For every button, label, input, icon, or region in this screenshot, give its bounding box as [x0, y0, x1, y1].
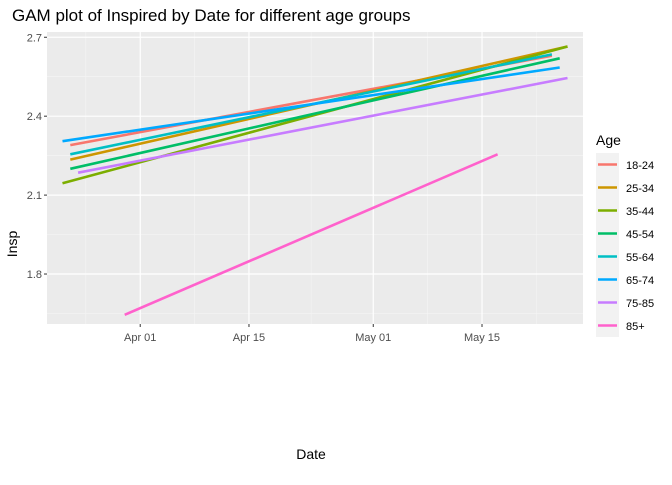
- legend-label-75-85: 75-85: [626, 298, 654, 310]
- y-tick-label: 1.8: [27, 269, 42, 281]
- series-line-65-74: [62, 66, 560, 143]
- series-lines: [62, 45, 568, 316]
- legend-items: 18-24 25-34 35-44 45-54 55-64 65-74 75-85 85+: [596, 153, 654, 337]
- plot-background: [47, 32, 583, 324]
- x-tick-label: May 01: [355, 332, 391, 344]
- legend-label-65-74: 65-74: [626, 275, 654, 287]
- legend-label-45-54: 45-54: [626, 229, 654, 241]
- series-line-85+: [124, 153, 499, 316]
- y-axis-label: Insp: [4, 231, 20, 258]
- series-line-45-54: [70, 57, 560, 171]
- legend-label-55-64: 55-64: [626, 252, 654, 264]
- y-tick-label: 2.1: [27, 190, 42, 202]
- legend: Age 18-24 25-34 35-44 45-54 55-64 65-74 75-85 8…: [596, 132, 654, 337]
- plot-panel: [47, 32, 583, 324]
- x-tick-label: Apr 01: [124, 332, 156, 344]
- y-tick-label: 2.4: [27, 111, 42, 123]
- legend-label-85+: 85+: [626, 321, 645, 333]
- legend-label-18-24: 18-24: [626, 160, 654, 172]
- legend-label-35-44: 35-44: [626, 206, 654, 218]
- axes: 1.8 2.1 2.4 2.7 Apr 01 Apr 15 May 01 May 15: [27, 32, 500, 344]
- chart-title: GAM plot of Inspired by Date for differe…: [12, 6, 410, 25]
- x-axis-label: Date: [296, 446, 326, 462]
- series-line-75-85: [77, 76, 568, 174]
- x-tick-label: May 15: [464, 332, 500, 344]
- y-tick-label: 2.7: [27, 32, 42, 44]
- legend-label-25-34: 25-34: [626, 183, 654, 195]
- legend-title: Age: [596, 132, 621, 148]
- x-tick-label: Apr 15: [233, 332, 265, 344]
